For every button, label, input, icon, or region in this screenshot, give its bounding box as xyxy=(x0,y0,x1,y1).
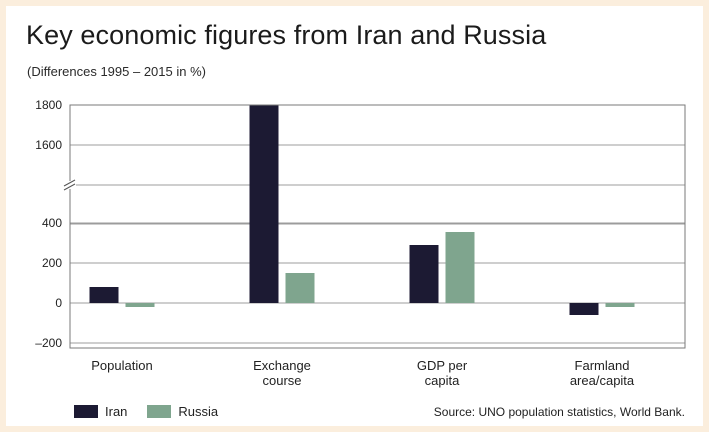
bar-iran-4 xyxy=(569,303,599,315)
legend-swatch-iran xyxy=(74,405,98,418)
x-category-label-line: Population xyxy=(91,358,152,373)
chart-card: Key economic figures from Iran and Russi… xyxy=(6,6,703,426)
legend-item-iran: Iran xyxy=(74,404,127,419)
axis-break-mark xyxy=(63,183,76,191)
bar-chart: 1800 1600 400 200 0 –200 Population Exchange co… xyxy=(35,98,686,388)
y-tick-label: 0 xyxy=(55,296,62,310)
bars xyxy=(89,105,635,315)
bar-russia-3 xyxy=(445,232,475,303)
x-category-label-line: course xyxy=(262,373,301,388)
bar-russia-4 xyxy=(605,303,635,307)
bar-iran-1 xyxy=(89,287,119,303)
axis-break-mask xyxy=(64,181,76,189)
chart-subtitle: (Differences 1995 – 2015 in %) xyxy=(27,64,206,79)
x-category-label: Exchange course xyxy=(253,358,311,388)
bar-russia-2 xyxy=(285,273,315,303)
source-note: Source: UNO population statistics, World… xyxy=(433,405,685,419)
chart-title: Key economic figures from Iran and Russi… xyxy=(26,20,547,50)
x-category-label-line: Exchange xyxy=(253,358,311,373)
x-category-label: GDP per capita xyxy=(417,358,468,388)
y-tick-label: 1600 xyxy=(35,138,62,152)
bar-iran-2 xyxy=(249,105,279,303)
legend-label-russia: Russia xyxy=(178,404,219,419)
y-tick-label: –200 xyxy=(35,336,62,350)
x-category-label: Farmland area/capita xyxy=(570,358,635,388)
x-category-label-line: GDP per xyxy=(417,358,468,373)
x-category-labels: Population Exchange course GDP per capita Far… xyxy=(91,358,635,388)
x-category-label: Population xyxy=(91,358,152,373)
y-tick-label: 200 xyxy=(42,256,62,270)
x-category-label-line: capita xyxy=(425,373,460,388)
legend: Iran Russia xyxy=(74,404,238,419)
axis-break-mark xyxy=(63,179,76,187)
y-tick-label: 400 xyxy=(42,216,62,230)
x-category-label-line: Farmland xyxy=(575,358,630,373)
y-tick-labels: 1800 1600 400 200 0 –200 xyxy=(35,98,62,350)
axes xyxy=(63,104,686,349)
legend-swatch-russia xyxy=(147,405,172,418)
legend-item-russia: Russia xyxy=(147,404,218,419)
bar-russia-1 xyxy=(125,303,155,307)
y-tick-label: 1800 xyxy=(35,98,62,112)
x-category-label-line: area/capita xyxy=(570,373,635,388)
bar-iran-3 xyxy=(409,245,439,303)
plot-frame xyxy=(69,104,686,349)
legend-label-iran: Iran xyxy=(105,404,128,419)
